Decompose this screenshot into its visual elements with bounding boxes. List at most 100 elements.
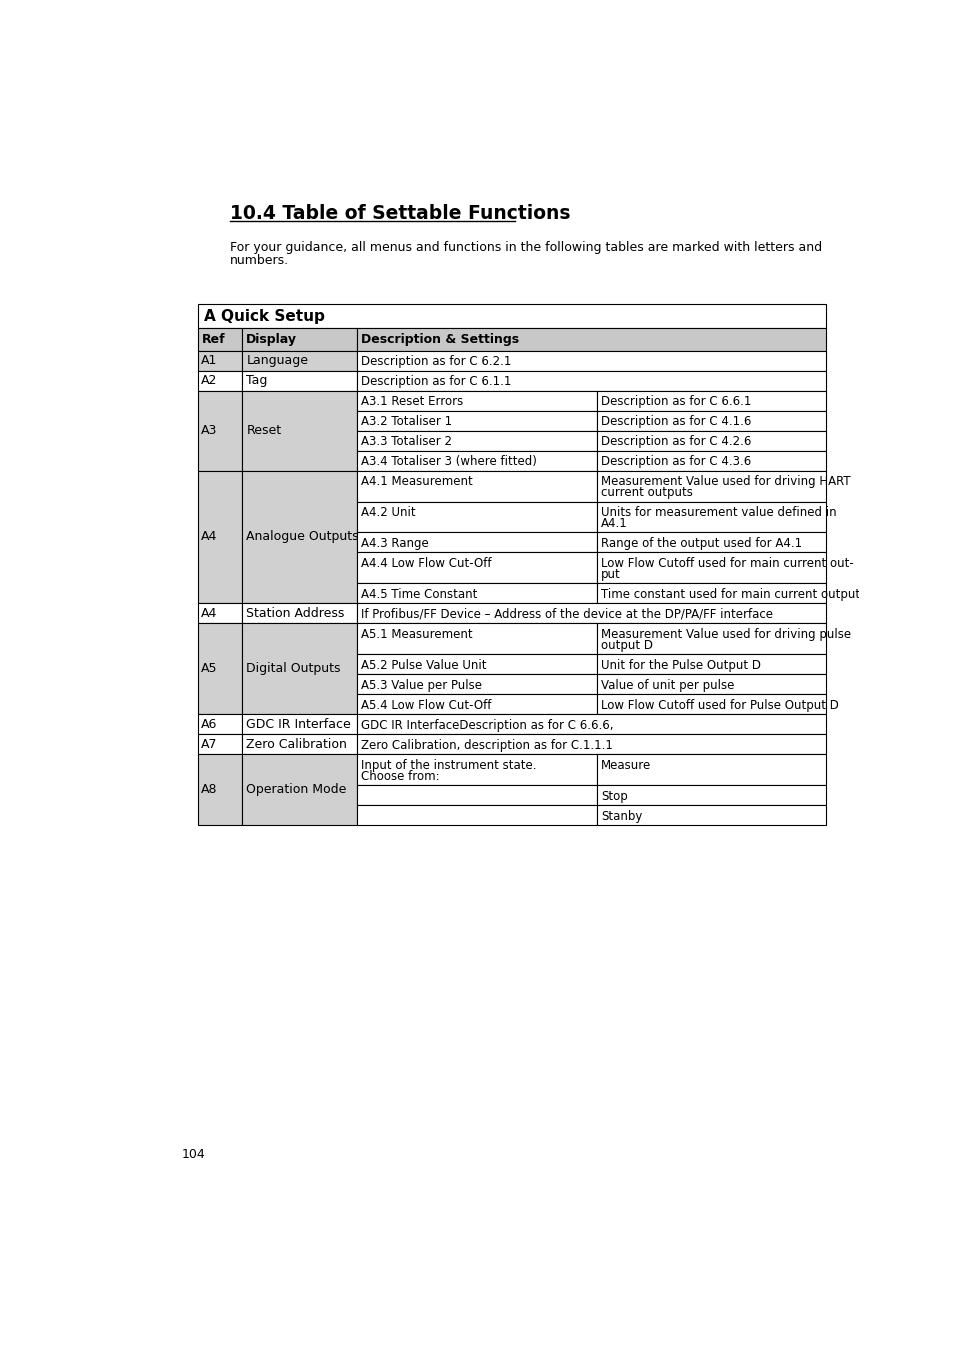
Text: Stanby: Stanby — [600, 810, 642, 822]
Text: Digital Outputs: Digital Outputs — [246, 662, 340, 675]
Bar — [356, 451, 597, 471]
Text: Units for measurement value defined in: Units for measurement value defined in — [600, 506, 836, 520]
Bar — [356, 502, 597, 532]
Text: A3.3 Totaliser 2: A3.3 Totaliser 2 — [360, 435, 452, 448]
Text: Input of the instrument state.: Input of the instrument state. — [360, 759, 536, 772]
Text: Description as for C 4.2.6: Description as for C 4.2.6 — [600, 435, 751, 448]
Bar — [197, 390, 242, 471]
Text: Time constant used for main current output: Time constant used for main current outp… — [600, 587, 860, 601]
Bar — [356, 624, 597, 653]
Text: Description as for C 6.1.1: Description as for C 6.1.1 — [360, 375, 511, 389]
Text: Tag: Tag — [246, 374, 268, 387]
Text: Reset: Reset — [246, 424, 281, 437]
Text: A4.2 Unit: A4.2 Unit — [360, 506, 416, 520]
Bar — [197, 471, 242, 603]
Text: A2: A2 — [201, 374, 217, 387]
Text: A5.4 Low Flow Cut-Off: A5.4 Low Flow Cut-Off — [360, 699, 491, 711]
Text: If Profibus/FF Device – Address of the device at the DP/PA/FF interface: If Profibus/FF Device – Address of the d… — [360, 608, 772, 621]
Bar — [242, 734, 356, 755]
Text: Measurement Value used for driving pulse: Measurement Value used for driving pulse — [600, 628, 850, 641]
Bar — [197, 371, 242, 390]
Text: Value of unit per pulse: Value of unit per pulse — [600, 679, 734, 691]
Bar — [356, 351, 825, 371]
Bar — [197, 714, 242, 734]
Bar — [197, 351, 242, 371]
Bar — [356, 734, 825, 755]
Text: Description as for C 6.2.1: Description as for C 6.2.1 — [360, 355, 511, 369]
Text: Analogue Outputs: Analogue Outputs — [246, 531, 358, 544]
Text: A3.1 Reset Errors: A3.1 Reset Errors — [360, 396, 463, 408]
Bar — [597, 552, 825, 583]
Text: Operation Mode: Operation Mode — [246, 783, 346, 796]
Text: A3.4 Totaliser 3 (where fitted): A3.4 Totaliser 3 (where fitted) — [360, 455, 537, 468]
Text: Range of the output used for A4.1: Range of the output used for A4.1 — [600, 537, 801, 549]
Bar — [597, 674, 825, 694]
Bar — [356, 390, 597, 410]
Bar — [356, 410, 597, 431]
Bar — [356, 805, 597, 825]
Text: Low Flow Cutoff used for main current out-: Low Flow Cutoff used for main current ou… — [600, 558, 853, 570]
Bar — [356, 674, 597, 694]
Bar — [597, 451, 825, 471]
Text: Description as for C 6.6.1: Description as for C 6.6.1 — [600, 396, 751, 408]
Text: A4.3 Range: A4.3 Range — [360, 537, 428, 549]
Text: Description & Settings: Description & Settings — [360, 332, 518, 346]
Text: A3.2 Totaliser 1: A3.2 Totaliser 1 — [360, 416, 452, 428]
Text: A4.1 Measurement: A4.1 Measurement — [360, 475, 473, 489]
Bar — [356, 532, 597, 552]
Text: Choose from:: Choose from: — [360, 769, 439, 783]
Bar — [242, 471, 356, 603]
Bar — [597, 755, 825, 784]
Bar — [597, 390, 825, 410]
Text: Description as for C 4.3.6: Description as for C 4.3.6 — [600, 455, 751, 468]
Text: Measure: Measure — [600, 759, 651, 772]
Bar — [597, 653, 825, 674]
Bar — [197, 755, 242, 825]
Bar — [197, 624, 242, 714]
Text: A Quick Setup: A Quick Setup — [204, 309, 324, 324]
Text: put: put — [600, 568, 620, 580]
Bar — [356, 603, 825, 624]
Bar — [197, 734, 242, 755]
Bar — [597, 471, 825, 502]
Text: A1: A1 — [201, 354, 217, 367]
Text: A4.1: A4.1 — [600, 517, 627, 531]
Text: A4: A4 — [201, 606, 217, 620]
Bar — [356, 431, 597, 451]
Text: A5.2 Pulse Value Unit: A5.2 Pulse Value Unit — [360, 659, 486, 672]
Text: Low Flow Cutoff used for Pulse Output D: Low Flow Cutoff used for Pulse Output D — [600, 699, 839, 711]
Bar — [356, 755, 597, 784]
Text: A4.5 Time Constant: A4.5 Time Constant — [360, 587, 476, 601]
Bar — [197, 328, 242, 351]
Text: GDC IR InterfaceDescription as for C 6.6.6,: GDC IR InterfaceDescription as for C 6.6… — [360, 718, 613, 732]
Text: output D: output D — [600, 639, 653, 652]
Bar — [597, 532, 825, 552]
Bar — [597, 431, 825, 451]
Bar — [597, 784, 825, 805]
Bar — [242, 624, 356, 714]
Text: A8: A8 — [201, 783, 217, 796]
Bar — [197, 603, 242, 624]
Text: Station Address: Station Address — [246, 606, 344, 620]
Bar — [356, 583, 597, 603]
Text: Unit for the Pulse Output D: Unit for the Pulse Output D — [600, 659, 760, 672]
Text: Zero Calibration, description as for C.1.1.1: Zero Calibration, description as for C.1… — [360, 738, 612, 752]
Text: A4: A4 — [201, 531, 217, 544]
Bar — [597, 410, 825, 431]
Text: A6: A6 — [201, 718, 217, 730]
Bar — [597, 805, 825, 825]
Text: Language: Language — [246, 354, 308, 367]
Bar — [356, 694, 597, 714]
Text: Measurement Value used for driving HART: Measurement Value used for driving HART — [600, 475, 850, 489]
Text: A4.4 Low Flow Cut-Off: A4.4 Low Flow Cut-Off — [360, 558, 491, 570]
Bar — [242, 390, 356, 471]
Bar — [356, 328, 825, 351]
Text: Stop: Stop — [600, 790, 627, 802]
Text: Ref: Ref — [201, 332, 225, 346]
Bar — [597, 583, 825, 603]
Text: GDC IR Interface: GDC IR Interface — [246, 718, 351, 730]
Bar — [597, 502, 825, 532]
Bar — [242, 371, 356, 390]
Text: 104: 104 — [181, 1149, 205, 1161]
Text: A5.3 Value per Pulse: A5.3 Value per Pulse — [360, 679, 481, 691]
